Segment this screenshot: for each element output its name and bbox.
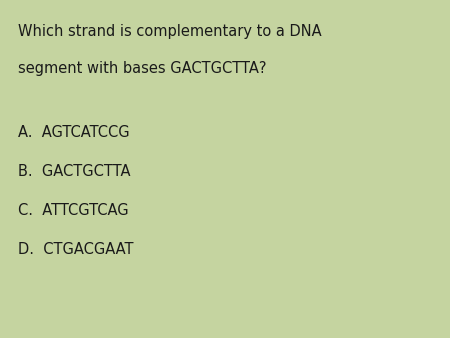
- Text: Which strand is complementary to a DNA: Which strand is complementary to a DNA: [18, 24, 322, 39]
- Text: A.  AGTCATCCG: A. AGTCATCCG: [18, 125, 130, 140]
- Text: segment with bases GACTGCTTA?: segment with bases GACTGCTTA?: [18, 61, 266, 76]
- Text: C.  ATTCGTCAG: C. ATTCGTCAG: [18, 203, 129, 218]
- Text: B.  GACTGCTTA: B. GACTGCTTA: [18, 164, 130, 179]
- Text: D.  CTGACGAAT: D. CTGACGAAT: [18, 242, 134, 257]
